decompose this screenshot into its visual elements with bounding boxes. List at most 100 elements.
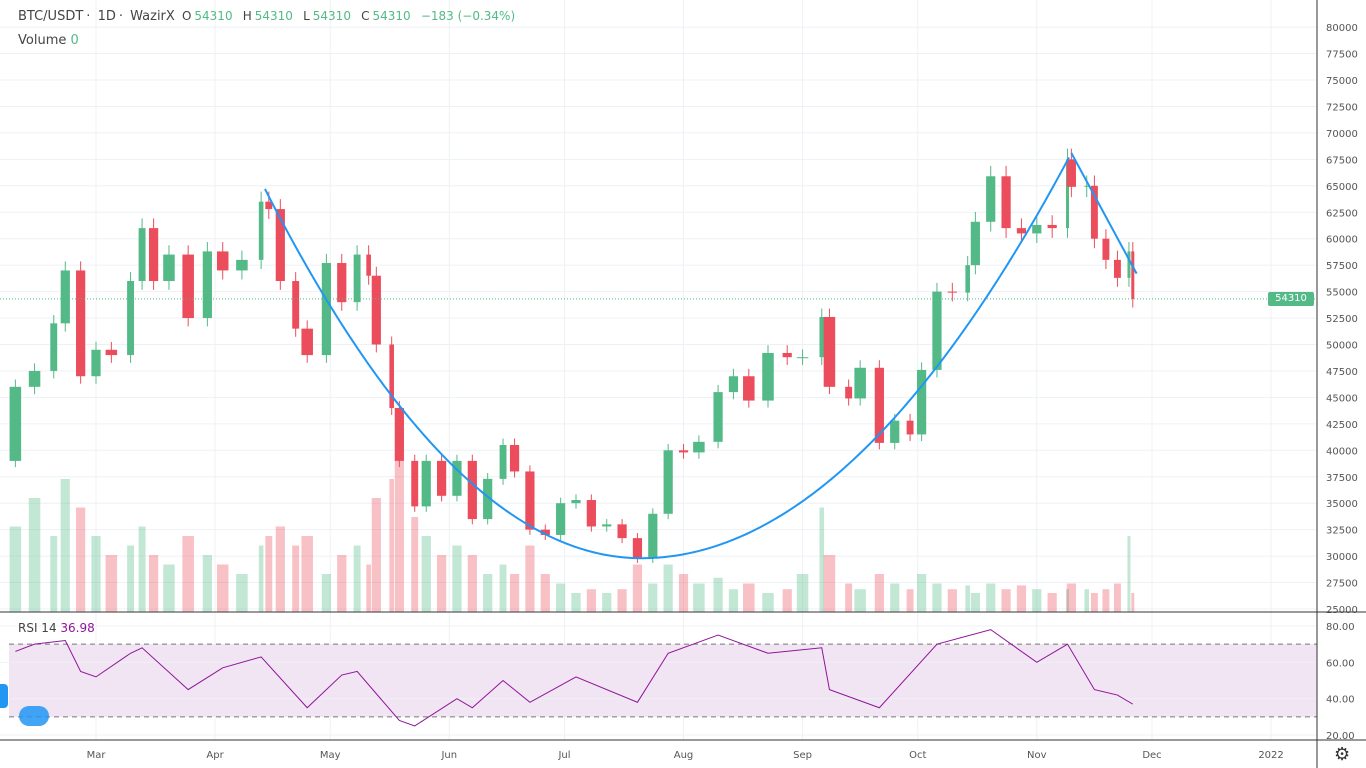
volume-bar bbox=[1066, 583, 1076, 612]
time-tick-label: Oct bbox=[909, 750, 926, 761]
volume-bar bbox=[265, 536, 273, 612]
price-tick-label: 62500 bbox=[1326, 208, 1358, 219]
cup-arc-drawing bbox=[264, 157, 1070, 560]
tradingview-logo-icon[interactable] bbox=[19, 706, 49, 726]
candle-body bbox=[202, 251, 212, 319]
volume-bar bbox=[138, 526, 146, 612]
candle-body bbox=[389, 344, 394, 408]
rsi-line bbox=[15, 629, 1134, 727]
price-tick-label: 57500 bbox=[1326, 261, 1358, 272]
candle-body bbox=[1127, 251, 1131, 278]
price-tick-label: 42500 bbox=[1326, 420, 1358, 431]
price-tick-label: 25000 bbox=[1326, 605, 1358, 616]
volume-bar bbox=[1032, 589, 1042, 612]
volume-bar bbox=[353, 545, 361, 612]
candle-body bbox=[556, 503, 566, 535]
separator: · bbox=[118, 9, 123, 24]
volume-bar bbox=[50, 536, 58, 612]
price-tick-label: 75000 bbox=[1326, 76, 1358, 87]
volume-bar bbox=[906, 589, 914, 612]
volume-bar bbox=[965, 585, 970, 612]
candle-body bbox=[693, 441, 705, 453]
candle-body bbox=[819, 316, 825, 358]
volume-bar bbox=[216, 564, 229, 612]
candle-body bbox=[60, 270, 70, 324]
candle-body bbox=[986, 176, 996, 222]
price-tick-label: 27500 bbox=[1326, 579, 1358, 590]
candle-body bbox=[301, 328, 313, 356]
expand-sidebar-button[interactable] bbox=[0, 684, 8, 708]
volume-bar bbox=[762, 593, 774, 612]
rsi-legend: RSI 14 36.98 bbox=[18, 621, 95, 635]
price-tick-label: 70000 bbox=[1326, 129, 1358, 140]
volume-bar bbox=[1113, 583, 1121, 612]
candle-body bbox=[292, 281, 300, 329]
ohlc-high: H 54310 bbox=[242, 9, 293, 23]
symbol[interactable]: BTC/USDT bbox=[18, 9, 84, 24]
candle-body bbox=[1001, 176, 1011, 229]
price-tick-label: 52500 bbox=[1326, 314, 1358, 325]
candle-body bbox=[1090, 185, 1098, 239]
volume-bar bbox=[556, 583, 566, 612]
symbol-legend: BTC/USDT · 1D · WazirX O 54310 H 54310 L 5431… bbox=[18, 9, 518, 24]
candle-body bbox=[105, 349, 118, 356]
volume-bar bbox=[947, 589, 957, 612]
volume-bar bbox=[617, 589, 627, 612]
candle-body bbox=[586, 500, 596, 527]
candle-body bbox=[713, 392, 723, 442]
candle-body bbox=[483, 478, 493, 520]
rsi-band bbox=[9, 644, 1317, 717]
time-tick-label: Jun bbox=[440, 750, 457, 761]
interval[interactable]: 1D bbox=[97, 9, 116, 24]
candle-body bbox=[782, 352, 792, 358]
candle-body bbox=[182, 254, 194, 319]
volume-bar bbox=[467, 555, 477, 612]
time-tick-label: Jul bbox=[557, 750, 570, 761]
candle-body bbox=[76, 270, 86, 377]
volume-bar bbox=[76, 507, 86, 612]
candle-body bbox=[1084, 185, 1090, 187]
candle-body bbox=[91, 349, 101, 377]
volume-bar bbox=[713, 577, 723, 612]
price-tick-label: 37500 bbox=[1326, 473, 1358, 484]
volume-bar bbox=[1102, 589, 1110, 612]
rsi-tick-label: 80.00 bbox=[1326, 622, 1355, 633]
candle-body bbox=[728, 376, 739, 393]
volume-bar bbox=[823, 555, 836, 612]
time-tick-label: Nov bbox=[1027, 750, 1047, 761]
candle-body bbox=[1131, 251, 1135, 299]
candle-body bbox=[970, 221, 980, 266]
volume-bar bbox=[1090, 593, 1098, 612]
price-tick-label: 60000 bbox=[1326, 235, 1358, 246]
volume-bar bbox=[483, 574, 493, 612]
time-tick-label: Sep bbox=[793, 750, 812, 761]
volume-bar bbox=[60, 479, 70, 612]
volume-bar bbox=[540, 574, 550, 612]
candle-body bbox=[663, 450, 673, 514]
volume-bar bbox=[632, 564, 643, 612]
volume-bar bbox=[586, 589, 596, 612]
time-tick-label: 2022 bbox=[1258, 750, 1283, 761]
candle-body bbox=[845, 386, 853, 399]
volume-bar bbox=[202, 555, 212, 612]
candle-body bbox=[932, 291, 942, 370]
candle-body bbox=[148, 228, 159, 282]
candle-body bbox=[796, 357, 809, 359]
volume-bar bbox=[1047, 593, 1057, 612]
candle-body bbox=[28, 370, 41, 387]
candle-body bbox=[916, 369, 927, 435]
gear-icon[interactable]: ⚙ bbox=[1334, 744, 1351, 765]
volume-bar bbox=[1131, 593, 1135, 612]
candle-body bbox=[854, 367, 866, 399]
trend-line-drawing bbox=[1070, 152, 1138, 275]
candle-body bbox=[9, 386, 22, 461]
candle-body bbox=[965, 265, 970, 293]
volume-bar bbox=[678, 574, 689, 612]
price-tick-label: 65000 bbox=[1326, 182, 1358, 193]
candle-body bbox=[421, 460, 431, 507]
separator: · bbox=[86, 9, 91, 24]
price-tick-label: 55000 bbox=[1326, 288, 1358, 299]
volume-bar bbox=[890, 583, 900, 612]
candle-body bbox=[823, 316, 836, 387]
